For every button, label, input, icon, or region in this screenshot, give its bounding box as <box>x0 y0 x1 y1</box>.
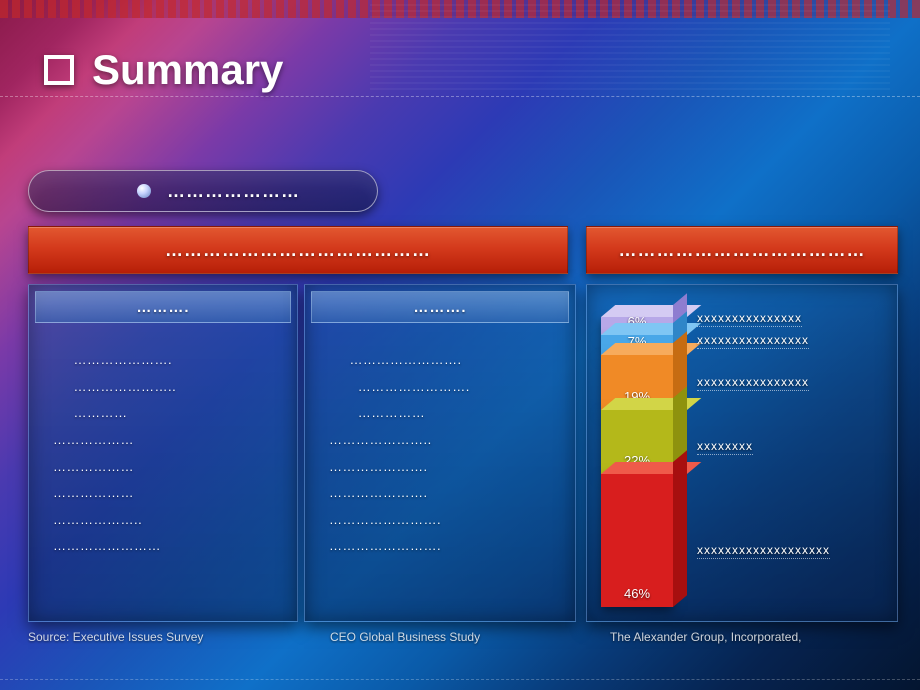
section-header-right: ………………………………… <box>586 226 898 274</box>
chart-legend-item: xxxxxxxxxxxxxxxx <box>697 333 809 349</box>
stacked-bar-chart: 6%7%19%22%46% <box>601 299 691 607</box>
list-item: ……………… <box>53 454 287 481</box>
list-item: …………………. <box>53 347 287 374</box>
chart-legend-item: xxxxxxxxxxxxxxx <box>697 311 802 327</box>
footer-source-c: The Alexander Group, Incorporated, <box>610 630 801 644</box>
slide-title: Summary <box>92 46 283 94</box>
footer-source-a: Source: Executive Issues Survey <box>28 630 203 644</box>
panel-left-body: …………………. ………………….. ………………………………………………………… <box>29 329 297 570</box>
list-item: ………………….. <box>329 427 565 454</box>
chart-segment: 46% <box>601 474 673 607</box>
list-item: ………………….. <box>53 374 287 401</box>
section-header-right-text: ………………………………… <box>619 240 866 261</box>
panel-left-header: ………. <box>35 291 291 323</box>
panel-chart: 6%7%19%22%46% xxxxxxxxxxxxxxxxxxxxxxxxxx… <box>586 284 898 622</box>
list-item: ……………… <box>53 427 287 454</box>
panel-middle-body: ……………………. ……………………. ………………………………..………………… <box>305 329 575 570</box>
chart-segment-label: 46% <box>601 586 673 601</box>
section-header-left-text: …………………………………… <box>165 240 431 261</box>
list-item: …………………. <box>329 454 565 481</box>
chart-legend-item: xxxxxxxx <box>697 439 753 455</box>
divider-dashed-bottom <box>0 679 920 680</box>
list-item: ……………….. <box>53 507 287 534</box>
subtitle-text: ………………… <box>167 181 300 202</box>
panel-middle: ………. ……………………. ……………………. ………………………………..…… <box>304 284 576 622</box>
list-item: …………………… <box>53 533 287 560</box>
list-item: …………… <box>329 400 565 427</box>
chart-legend-item: xxxxxxxxxxxxxxxx <box>697 375 809 391</box>
pill-dot-icon <box>137 184 151 198</box>
list-item: …………………. <box>329 480 565 507</box>
footer-source-b: CEO Global Business Study <box>330 630 480 644</box>
list-item: ………… <box>53 400 287 427</box>
title-bullet-icon <box>44 55 74 85</box>
section-header-left: …………………………………… <box>28 226 568 274</box>
list-item: ……………………. <box>329 374 565 401</box>
list-item: ……………………. <box>329 533 565 560</box>
panel-left: ………. …………………. ………………….. …………………………………………… <box>28 284 298 622</box>
list-item: ……………… <box>53 480 287 507</box>
chart-legend-item: xxxxxxxxxxxxxxxxxxx <box>697 543 830 559</box>
subtitle-pill: ………………… <box>28 170 378 212</box>
list-item: ……………………. <box>329 347 565 374</box>
slide-title-row: Summary <box>44 46 283 94</box>
panel-middle-header: ………. <box>311 291 569 323</box>
decorative-top-stripe <box>0 0 920 18</box>
list-item: ……………………. <box>329 507 565 534</box>
divider-dashed-top <box>0 96 920 97</box>
